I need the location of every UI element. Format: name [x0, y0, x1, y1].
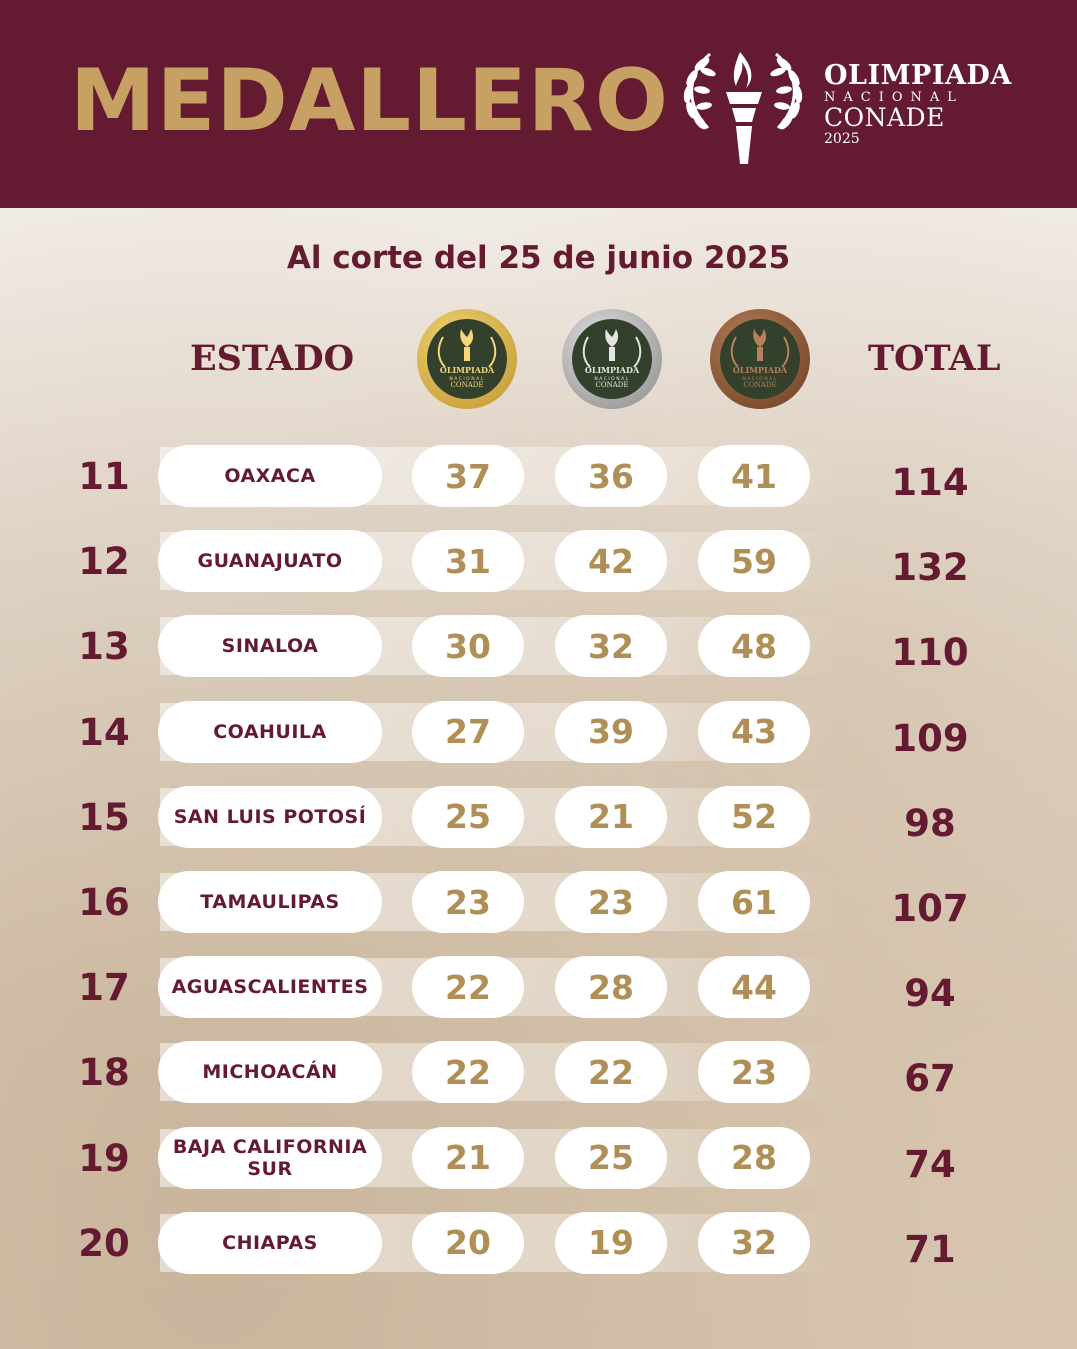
- rank-number: 18: [78, 1051, 130, 1095]
- medal-text-olimpiada: OLIMPIADA: [733, 365, 788, 375]
- medal-text-nacional: NACIONAL: [449, 376, 484, 382]
- rank-number: 19: [78, 1136, 130, 1180]
- gold-count: 25: [412, 785, 524, 848]
- medal-text-olimpiada: OLIMPIADA: [585, 365, 640, 375]
- rank-number: 11: [78, 455, 130, 498]
- total-count: 71: [904, 1227, 956, 1271]
- table-row: 13 SINALOA 30 32 48 110: [0, 615, 1077, 678]
- state-name: BAJA CALIFORNIA SUR: [158, 1126, 382, 1189]
- total-count: 98: [904, 801, 956, 845]
- bronze-count: 59: [698, 530, 810, 593]
- total-count: 107: [891, 887, 969, 930]
- bronze-count: 41: [698, 445, 810, 507]
- gold-count: 27: [412, 700, 524, 763]
- state-name: COAHUILA: [158, 700, 382, 763]
- total-count: 67: [904, 1057, 956, 1101]
- state-name: CHIAPAS: [158, 1211, 382, 1274]
- medal-text-olimpiada: OLIMPIADA: [440, 365, 495, 375]
- total-count: 74: [904, 1142, 956, 1186]
- table-row: 16 TAMAULIPAS 23 23 61 107: [0, 871, 1077, 933]
- state-name: AGUASCALIENTES: [158, 956, 382, 1019]
- rank-number: 12: [78, 540, 130, 584]
- torch-laurel-icon: [683, 52, 803, 164]
- state-name: OAXACA: [158, 445, 382, 507]
- table-row: 19 BAJA CALIFORNIA SUR 21 25 28 74: [0, 1126, 1077, 1189]
- bronze-count: 52: [698, 785, 810, 848]
- rank-number: 20: [78, 1221, 130, 1265]
- table-row: 14 COAHUILA 27 39 43 109: [0, 700, 1077, 763]
- logo-line-year: 2025: [824, 131, 860, 147]
- table-row: 11 OAXACA 37 36 41 114: [0, 445, 1077, 507]
- olimpiada-logo: OLIMPIADA NACIONAL CONADE 2025: [678, 42, 1018, 170]
- table-row: 18 MICHOACÁN 22 22 23 67: [0, 1041, 1077, 1104]
- silver-count: 25: [555, 1126, 667, 1189]
- total-count: 110: [891, 631, 969, 675]
- gold-count: 22: [412, 1041, 524, 1104]
- logo-line-conade: CONADE: [824, 103, 945, 132]
- bronze-count: 44: [698, 956, 810, 1019]
- bronze-count: 48: [698, 615, 810, 678]
- gold-count: 21: [412, 1126, 524, 1189]
- total-count: 94: [904, 972, 956, 1016]
- state-name: MICHOACÁN: [158, 1041, 382, 1104]
- gold-count: 37: [412, 445, 524, 507]
- total-count: 114: [891, 461, 969, 504]
- total-count: 132: [891, 546, 969, 590]
- table-row: 15 SAN LUIS POTOSÍ 25 21 52 98: [0, 785, 1077, 848]
- silver-count: 21: [555, 785, 667, 848]
- silver-count: 32: [555, 615, 667, 678]
- silver-count: 42: [555, 530, 667, 593]
- rank-number: 17: [78, 966, 130, 1010]
- bronze-count: 28: [698, 1126, 810, 1189]
- rank-number: 15: [78, 795, 130, 839]
- medal-text-conade: CONADE: [744, 381, 777, 389]
- silver-count: 39: [555, 700, 667, 763]
- bronze-count: 23: [698, 1041, 810, 1104]
- logo-line-olimpiada: OLIMPIADA: [824, 60, 1012, 91]
- gold-count: 30: [412, 615, 524, 678]
- gold-count: 22: [412, 956, 524, 1019]
- total-count: 109: [891, 716, 969, 760]
- silver-count: 23: [555, 871, 667, 933]
- silver-count: 36: [555, 445, 667, 507]
- medal-text-nacional: NACIONAL: [742, 376, 777, 382]
- logo-line-nacional: NACIONAL: [824, 90, 964, 105]
- state-name: SINALOA: [158, 615, 382, 678]
- total-column-header: TOTAL: [868, 338, 1001, 379]
- rank-number: 14: [78, 710, 130, 754]
- table-row: 12 GUANAJUATO 31 42 59 132: [0, 530, 1077, 593]
- medal-text-conade: CONADE: [451, 381, 484, 389]
- gold-count: 23: [412, 871, 524, 933]
- state-name: GUANAJUATO: [158, 530, 382, 593]
- page-title: MEDALLERO: [70, 51, 669, 151]
- header-banner: MEDALLERO: [0, 0, 1077, 208]
- silver-count: 22: [555, 1041, 667, 1104]
- table-row: 17 AGUASCALIENTES 22 28 44 94: [0, 956, 1077, 1019]
- gold-count: 31: [412, 530, 524, 593]
- bronze-count: 61: [698, 871, 810, 933]
- medal-text-conade: CONADE: [596, 381, 629, 389]
- silver-count: 28: [555, 956, 667, 1019]
- state-column-header: ESTADO: [190, 338, 355, 379]
- medal-text-nacional: NACIONAL: [594, 376, 629, 382]
- rank-number: 13: [78, 625, 130, 669]
- state-name: TAMAULIPAS: [158, 871, 382, 933]
- state-name: SAN LUIS POTOSÍ: [158, 785, 382, 848]
- cutoff-date-subtitle: Al corte del 25 de junio 2025: [286, 240, 791, 276]
- rank-number: 16: [78, 881, 130, 924]
- bronze-count: 43: [698, 700, 810, 763]
- silver-count: 19: [555, 1211, 667, 1274]
- gold-count: 20: [412, 1211, 524, 1274]
- table-row: 20 CHIAPAS 20 19 32 71: [0, 1211, 1077, 1274]
- bronze-count: 32: [698, 1211, 810, 1274]
